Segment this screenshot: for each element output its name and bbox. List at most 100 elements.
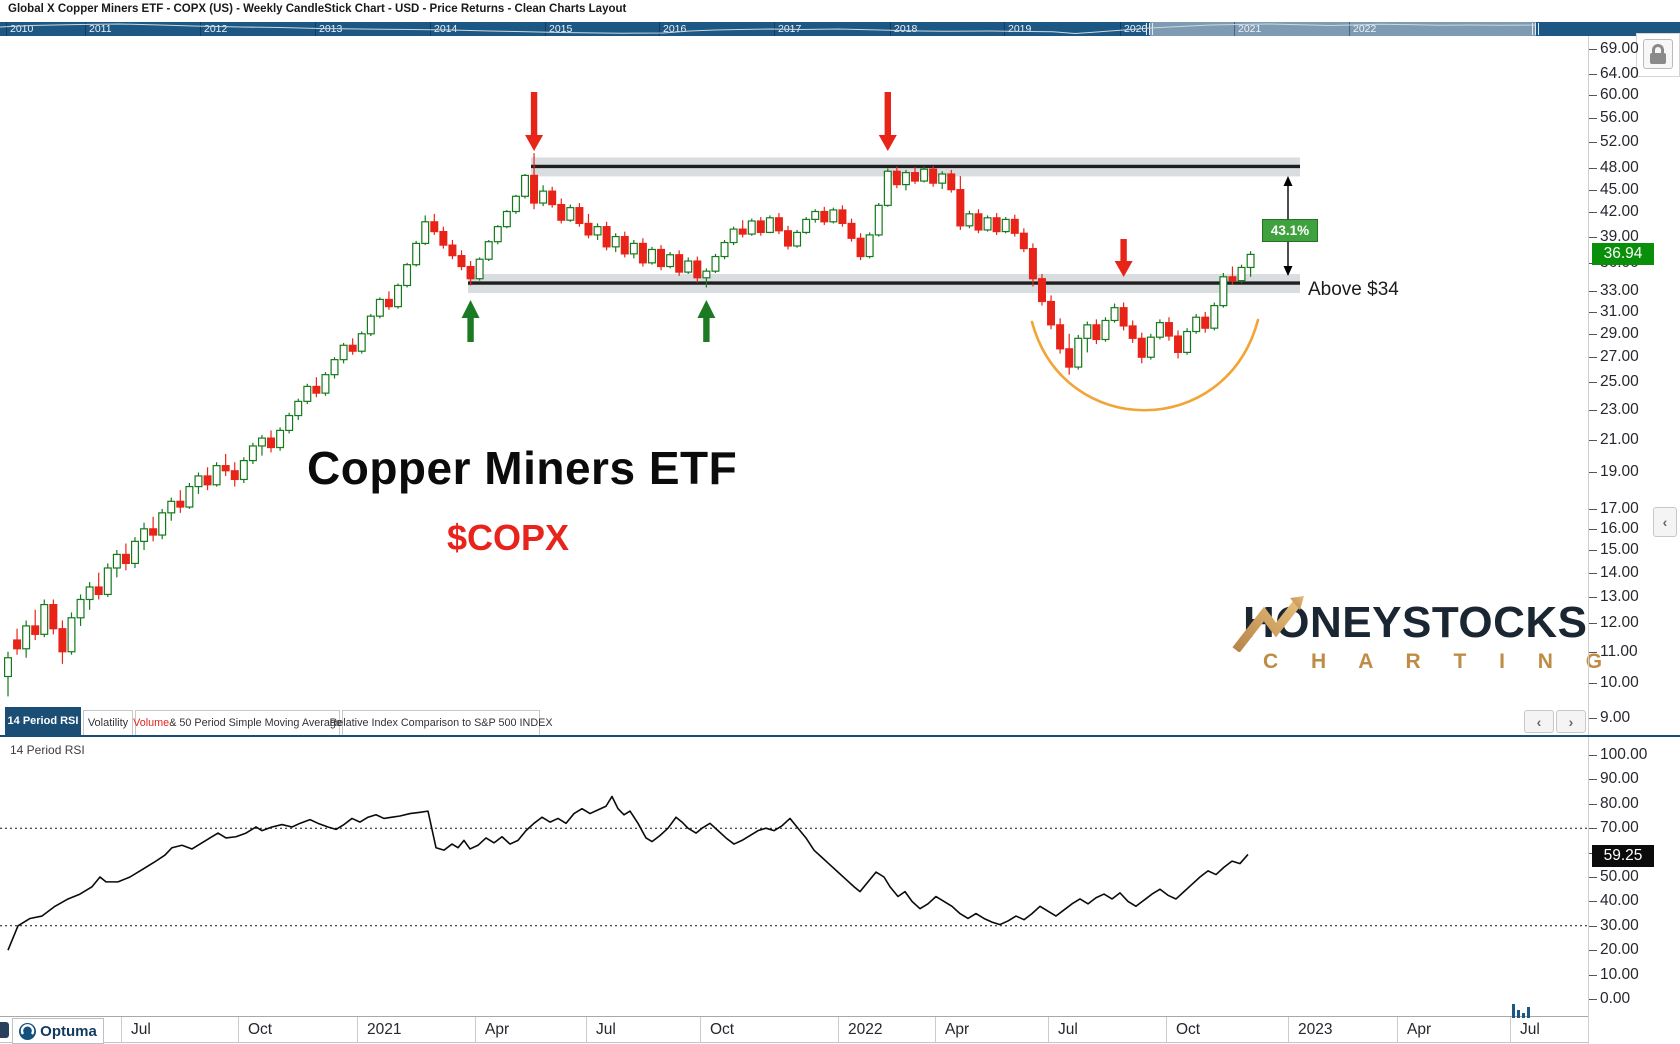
candle: [475, 257, 484, 281]
price-tick-label: 52.00: [1600, 133, 1639, 151]
price-tick-label: 10.00: [1600, 674, 1639, 691]
price-tick-label: 48.00: [1600, 159, 1639, 177]
candle: [883, 168, 892, 207]
date-axis-label: 2023: [1298, 1021, 1333, 1038]
price-tick-label: 17.00: [1600, 499, 1639, 517]
candle: [548, 186, 557, 208]
date-axis-separator: [1166, 1017, 1167, 1043]
candle: [765, 215, 774, 234]
panel-resize-grip-icon[interactable]: [1512, 1004, 1530, 1018]
price-tick: [1589, 508, 1597, 510]
candle: [167, 497, 176, 521]
candle: [947, 169, 956, 193]
tab-volume-rest-text: & 50 Period Simple Moving Average: [169, 717, 342, 729]
price-tick: [1589, 189, 1597, 191]
rsi-tick-label: 80.00: [1600, 794, 1639, 812]
rsi-tick-label: 30.00: [1600, 916, 1639, 934]
candle: [992, 213, 1001, 235]
optuma-logo-text: Optuma: [40, 1022, 97, 1040]
rsi-tick: [1589, 755, 1597, 756]
candle: [22, 620, 31, 658]
candle: [58, 620, 67, 664]
price-tick: [1589, 212, 1597, 214]
timeline-year-tick: [545, 22, 546, 36]
tab-volume-red-text: Volume: [133, 717, 170, 729]
timeline-year-label: 2018: [894, 23, 918, 35]
price-tick-label: 19.00: [1600, 463, 1639, 481]
candle: [929, 165, 938, 187]
date-axis-label: Jul: [1520, 1021, 1540, 1038]
lock-icon[interactable]: [1643, 39, 1673, 69]
candle: [1019, 228, 1028, 253]
rsi-tick: [1589, 925, 1597, 927]
candle: [493, 225, 502, 245]
candle: [738, 220, 747, 238]
candle: [230, 462, 239, 487]
tab-volume-sma[interactable]: Volume & 50 Period Simple Moving Average: [133, 710, 342, 735]
date-axis-bottom-border: [0, 1042, 1588, 1043]
candle: [285, 412, 294, 434]
measure-percent-badge: 43.1%: [1262, 219, 1318, 242]
candle: [729, 226, 738, 246]
lock-shackle-shape: [1652, 44, 1664, 53]
candle: [1065, 333, 1074, 375]
tab-relative-index-comparison[interactable]: Relative Index Comparison to S&P 500 IND…: [329, 710, 553, 735]
candle: [1183, 328, 1192, 355]
candle: [103, 563, 112, 597]
candle: [1110, 303, 1119, 323]
timeline-year-tick: [430, 22, 431, 36]
price-tick: [1589, 142, 1597, 144]
candle: [384, 291, 393, 310]
price-tick-label: 45.00: [1600, 180, 1639, 198]
collapse-panel-icon[interactable]: ‹: [1653, 507, 1677, 537]
rsi-tick: [1589, 974, 1597, 976]
tab-scroll-left-icon[interactable]: ‹: [1524, 710, 1554, 733]
price-tick-label: 42.00: [1600, 203, 1639, 221]
candle: [1074, 334, 1083, 370]
optuma-circle-icon: [19, 1022, 37, 1040]
timeline-year-label: 2011: [89, 23, 112, 35]
candle: [130, 537, 139, 568]
chart-title-bar: Global X Copper Miners ETF - COPX (US) -…: [8, 3, 627, 15]
candle: [838, 205, 847, 227]
price-tick-label: 23.00: [1600, 400, 1639, 418]
candle: [511, 194, 520, 214]
candle: [357, 331, 366, 354]
rsi-tick: [1589, 779, 1597, 781]
date-axis-separator: [700, 1017, 701, 1043]
timeline-right-grip[interactable]: [1532, 23, 1540, 35]
candle: [611, 233, 620, 253]
timeline-year-tick: [315, 22, 316, 36]
timeline-minimap-line: [0, 23, 1537, 35]
candle: [1228, 266, 1237, 285]
candle: [212, 462, 221, 487]
corner-glyph: [0, 1022, 9, 1038]
candle: [675, 250, 684, 276]
candle: [847, 218, 856, 242]
tab-14-period-rsi[interactable]: 14 Period RSI: [5, 707, 81, 735]
rsi-tick: [1589, 877, 1597, 878]
candle: [666, 252, 675, 269]
price-tick: [1589, 439, 1597, 441]
buy-arrow-icon: [697, 300, 716, 342]
rsi-tick-label: 70.00: [1600, 819, 1639, 837]
timeline-year-tick: [85, 22, 86, 36]
tab-volatility[interactable]: Volatility: [83, 710, 133, 735]
candle: [1137, 332, 1146, 364]
tab-scroll-right-icon[interactable]: ›: [1556, 710, 1586, 733]
candle: [303, 383, 312, 405]
timeline-left-grip[interactable]: [1146, 23, 1154, 35]
candle: [1010, 214, 1019, 237]
candle: [248, 442, 257, 464]
charting-logo-subtext: C H A R T I N G: [1263, 650, 1616, 673]
candle: [149, 516, 158, 542]
candle: [394, 283, 403, 309]
candle: [421, 215, 430, 246]
candle: [602, 221, 611, 251]
candle: [176, 490, 185, 513]
price-tick: [1589, 409, 1597, 411]
support-band: [468, 274, 1300, 294]
rsi-tick-label: 100.00: [1600, 746, 1648, 763]
buy-arrow-icon: [461, 300, 480, 342]
